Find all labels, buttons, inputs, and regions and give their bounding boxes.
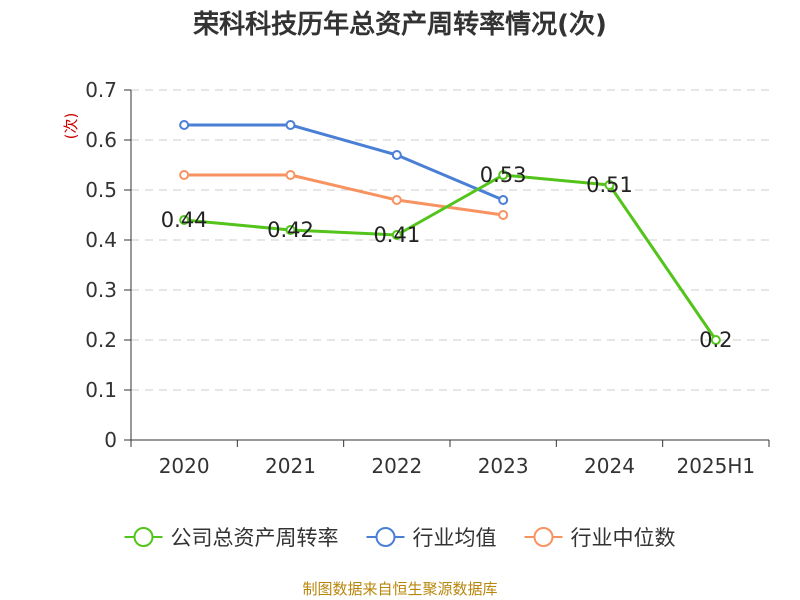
series-line-1	[184, 123, 504, 202]
series-1-point-3	[498, 195, 509, 205]
grid-lines	[131, 89, 769, 391]
data-label-3: 0.53	[480, 163, 527, 187]
legend-label-1: 行业均值	[413, 526, 497, 550]
series-0-point-1	[285, 225, 296, 235]
y-tick-label-6: 0.6	[85, 128, 117, 152]
data-label-4: 0.51	[586, 173, 633, 197]
x-tick-label-0: 2020	[159, 454, 210, 478]
legend-marker-0	[133, 527, 154, 547]
series-2-point-3	[498, 210, 509, 220]
y-axis-label: (次)	[62, 113, 80, 140]
series-2-point-0	[179, 170, 190, 180]
series-1-point-2	[391, 150, 402, 160]
series-0-point-2	[391, 230, 402, 240]
x-tick-label-1: 2021	[265, 454, 316, 478]
chart-title: 荣科科技历年总资产周转率情况(次)	[193, 10, 607, 40]
series-0-point-5	[710, 335, 721, 345]
legend-label-0: 公司总资产周转率	[171, 526, 339, 550]
data-labels: 0.44 0.42 0.41 0.53 0.51 0.2	[161, 163, 733, 352]
series-1-point-0	[179, 120, 190, 130]
data-label-1: 0.42	[267, 218, 314, 242]
x-tick-label-2: 2022	[371, 454, 422, 478]
y-tick-label-4: 0.4	[85, 228, 117, 252]
y-tick-label-0: 0	[104, 428, 117, 452]
legend-marker-2	[533, 527, 554, 547]
x-tick-label-3: 2023	[478, 454, 529, 478]
y-tick-label-1: 0.1	[85, 378, 117, 402]
series-line-2	[184, 173, 504, 217]
series-line-0	[184, 173, 718, 341]
legend-marker-1	[375, 527, 396, 547]
y-tick-label-5: 0.5	[85, 178, 117, 202]
axes: 0 0.1 0.2 0.3 0.4 0.5 0.6 0.7 2020 2021 2022 2023 20…	[62, 78, 770, 478]
series-2-point-2	[391, 195, 402, 205]
legend[interactable]: 公司总资产周转率 行业均值 行业中位数	[124, 526, 676, 550]
series-2-point-1	[285, 170, 296, 180]
x-tick-label-5: 2025H1	[676, 454, 755, 478]
data-label-0: 0.44	[161, 208, 208, 232]
series-0-point-4	[604, 180, 615, 190]
source-note: 制图数据来自恒生聚源数据库	[302, 580, 498, 598]
data-label-2: 0.41	[373, 223, 420, 247]
x-tick-label-4: 2024	[584, 454, 635, 478]
y-tick-label-2: 0.2	[85, 328, 117, 352]
series-1-point-1	[285, 120, 296, 130]
series-0-point-0	[179, 215, 190, 225]
y-tick-label-3: 0.3	[85, 278, 117, 302]
legend-label-2: 行业中位数	[571, 526, 676, 550]
series-lines	[179, 120, 721, 345]
data-label-5: 0.2	[699, 328, 732, 352]
y-tick-label-7: 0.7	[85, 78, 117, 102]
series-0-point-3	[498, 170, 509, 180]
